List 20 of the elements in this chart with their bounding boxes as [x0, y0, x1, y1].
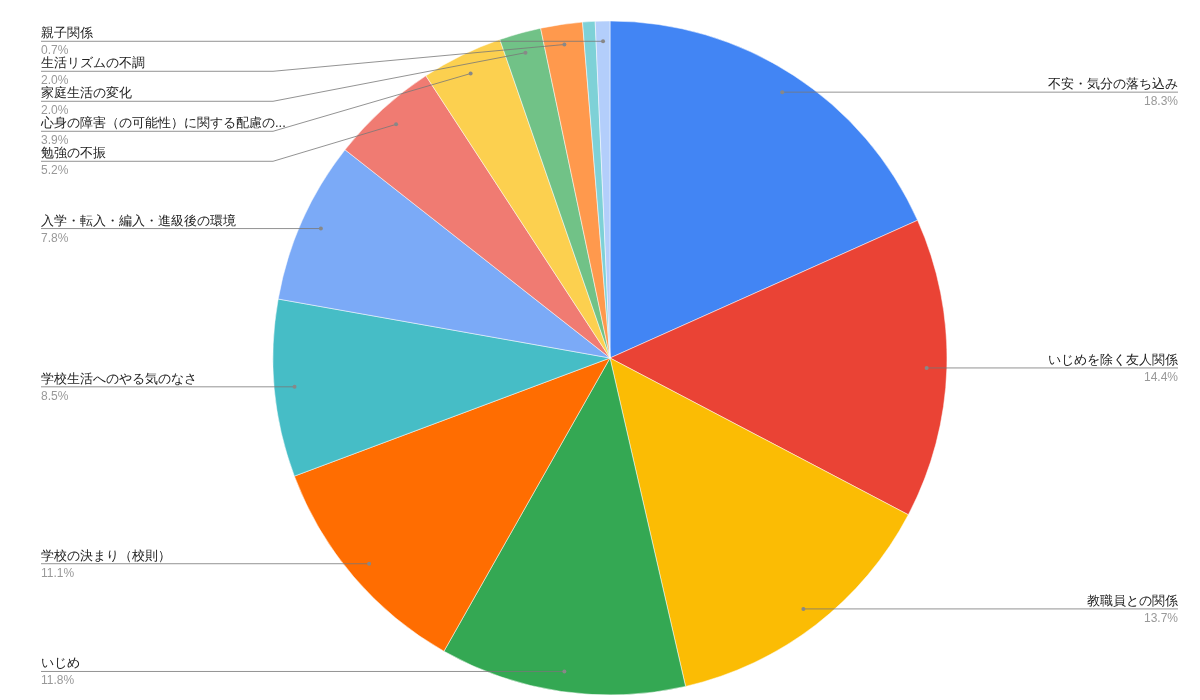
data-label: 13.7%: [1143, 610, 1179, 625]
data-label: 8.5%: [41, 388, 69, 403]
slice-label: 心身の障害（の可能性）に関する配慮の...: [40, 115, 286, 131]
slice-label: 勉強の不振: [41, 145, 106, 161]
slice-label: 入学・転入・編入・進級後の環境: [41, 212, 236, 228]
slice-label: 家庭生活の変化: [41, 85, 132, 101]
data-label: 7.8%: [41, 230, 69, 245]
slice-label: いじめ: [41, 655, 80, 671]
data-label: 14.4%: [1143, 369, 1179, 384]
slice-label: 学校の決まり（校則）: [41, 547, 171, 563]
slice-label: 不安・気分の落ち込み: [1048, 76, 1178, 92]
data-label: 11.8%: [41, 673, 75, 688]
slice-label: 生活リズムの不調: [41, 55, 145, 71]
slice-label: 親子関係: [41, 25, 93, 41]
data-label: 18.3%: [1143, 94, 1179, 109]
data-label: 11.1%: [41, 565, 75, 580]
slice-label: 教職員との関係: [1087, 592, 1178, 608]
slice-label: いじめを除く友人関係: [1048, 351, 1178, 367]
data-label: 5.2%: [41, 163, 69, 178]
slice-label: 学校生活へのやる気のなさ: [41, 370, 197, 386]
